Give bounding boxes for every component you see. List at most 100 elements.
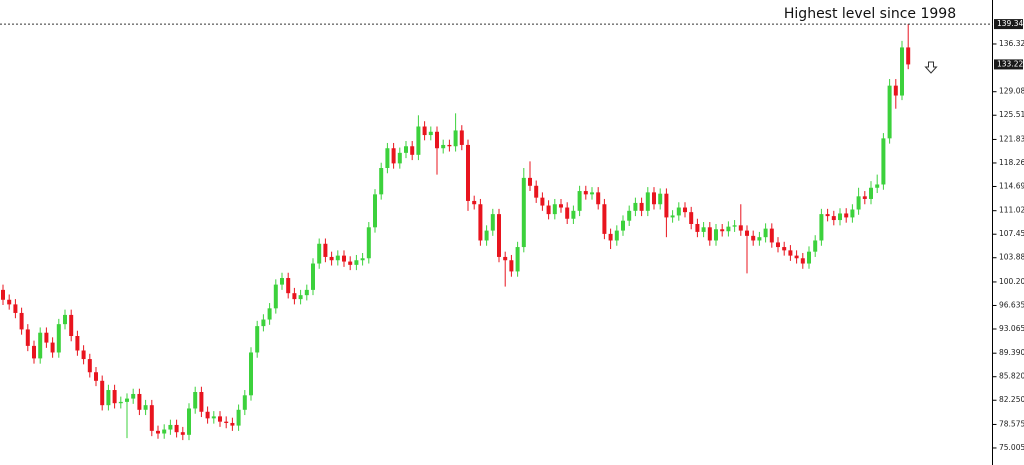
candle-body bbox=[875, 184, 880, 188]
candle-body bbox=[838, 213, 842, 221]
candle-body bbox=[249, 352, 253, 396]
candle-body bbox=[131, 393, 136, 399]
candle-body bbox=[218, 416, 222, 422]
candle-body bbox=[614, 230, 619, 241]
candle-body bbox=[757, 237, 762, 241]
candle-body bbox=[329, 256, 334, 261]
last-price-label: 133.223 bbox=[997, 59, 1024, 68]
candle-body bbox=[180, 432, 185, 435]
candle-body bbox=[478, 204, 483, 241]
candle-body bbox=[391, 148, 396, 164]
candle-body bbox=[763, 228, 768, 238]
candle-body bbox=[590, 192, 594, 195]
y-tick-label: 85.820 bbox=[999, 372, 1024, 381]
y-tick-label: 100.205 bbox=[999, 277, 1024, 286]
candle-body bbox=[608, 233, 613, 241]
candle-body bbox=[193, 392, 198, 409]
high-price-label: 139.345 bbox=[997, 19, 1024, 28]
candle-body bbox=[397, 152, 402, 164]
candle-body bbox=[348, 261, 353, 265]
candle-body bbox=[106, 390, 111, 406]
candle-body bbox=[32, 345, 36, 359]
candle-body bbox=[335, 255, 340, 261]
candle-body bbox=[25, 329, 30, 346]
candle-body bbox=[559, 204, 563, 208]
candle-body bbox=[323, 243, 328, 257]
candle-body bbox=[75, 336, 80, 351]
candle-body bbox=[862, 196, 867, 199]
candle-body bbox=[658, 193, 663, 205]
y-tick-label: 125.510 bbox=[999, 110, 1024, 119]
candle-body bbox=[720, 229, 725, 232]
candle-body bbox=[583, 191, 588, 195]
candle-body bbox=[94, 372, 98, 381]
y-tick-label: 111.020 bbox=[999, 206, 1024, 215]
candle-body bbox=[738, 225, 743, 231]
candle-body bbox=[689, 212, 694, 225]
candle-body bbox=[521, 177, 526, 248]
candle-body bbox=[38, 332, 43, 359]
candle-body bbox=[639, 202, 644, 211]
y-tick-label: 82.250 bbox=[999, 395, 1024, 404]
candle-body bbox=[242, 395, 247, 410]
candle-body bbox=[100, 380, 105, 406]
candle-body bbox=[856, 196, 861, 210]
candle-body bbox=[633, 202, 638, 211]
candle-body bbox=[776, 242, 780, 248]
candle-body bbox=[745, 230, 749, 236]
candle-body bbox=[7, 299, 12, 305]
high-price-box bbox=[994, 19, 1023, 30]
down-arrow-icon bbox=[924, 61, 938, 74]
candle-body bbox=[118, 401, 123, 404]
y-tick-label: 75.005 bbox=[999, 443, 1024, 452]
y-tick-label: 129.080 bbox=[999, 87, 1024, 96]
candle-body bbox=[497, 214, 501, 257]
candle-body bbox=[428, 131, 433, 136]
candle-body bbox=[56, 324, 61, 353]
candle-body bbox=[887, 85, 892, 139]
candle-body bbox=[168, 424, 173, 430]
candle-body bbox=[453, 130, 458, 147]
y-tick-label: 89.390 bbox=[999, 348, 1024, 357]
candle-body bbox=[50, 342, 55, 353]
candle-body bbox=[782, 247, 787, 251]
y-tick-label: 103.880 bbox=[999, 253, 1024, 262]
candle-body bbox=[44, 332, 49, 343]
candle-body bbox=[906, 47, 911, 65]
candle-body bbox=[831, 216, 836, 221]
candle-body bbox=[484, 230, 489, 241]
candle-body bbox=[261, 319, 266, 327]
candle-body bbox=[205, 411, 210, 419]
candle-body bbox=[565, 207, 570, 219]
candle-body bbox=[794, 255, 799, 259]
candle-body bbox=[230, 422, 235, 426]
candle-body bbox=[422, 126, 427, 136]
candle-body bbox=[714, 229, 718, 241]
candle-body bbox=[627, 210, 632, 221]
candle-body bbox=[751, 235, 756, 241]
candle-body bbox=[317, 243, 322, 264]
candle-body bbox=[509, 260, 514, 272]
candle-body bbox=[676, 207, 681, 216]
candle-body bbox=[528, 177, 532, 186]
candle-body bbox=[149, 405, 154, 431]
candle-body bbox=[298, 295, 303, 300]
candle-body bbox=[137, 393, 142, 410]
candle-body bbox=[199, 392, 204, 412]
candle-body bbox=[273, 284, 278, 309]
candle-body bbox=[280, 278, 284, 285]
candle-body bbox=[577, 191, 582, 211]
candle-body bbox=[87, 359, 92, 373]
candle-body bbox=[645, 192, 650, 211]
candle-body bbox=[366, 227, 371, 259]
candle-body bbox=[881, 138, 886, 185]
candle-body bbox=[769, 228, 774, 243]
candle-body bbox=[156, 430, 160, 434]
candle-body bbox=[596, 192, 601, 205]
candle-body bbox=[490, 214, 495, 231]
annotation: Highest level since 1998 bbox=[784, 6, 956, 22]
candle-body bbox=[255, 326, 260, 353]
candle-body bbox=[664, 193, 669, 218]
candle-body bbox=[187, 408, 191, 435]
